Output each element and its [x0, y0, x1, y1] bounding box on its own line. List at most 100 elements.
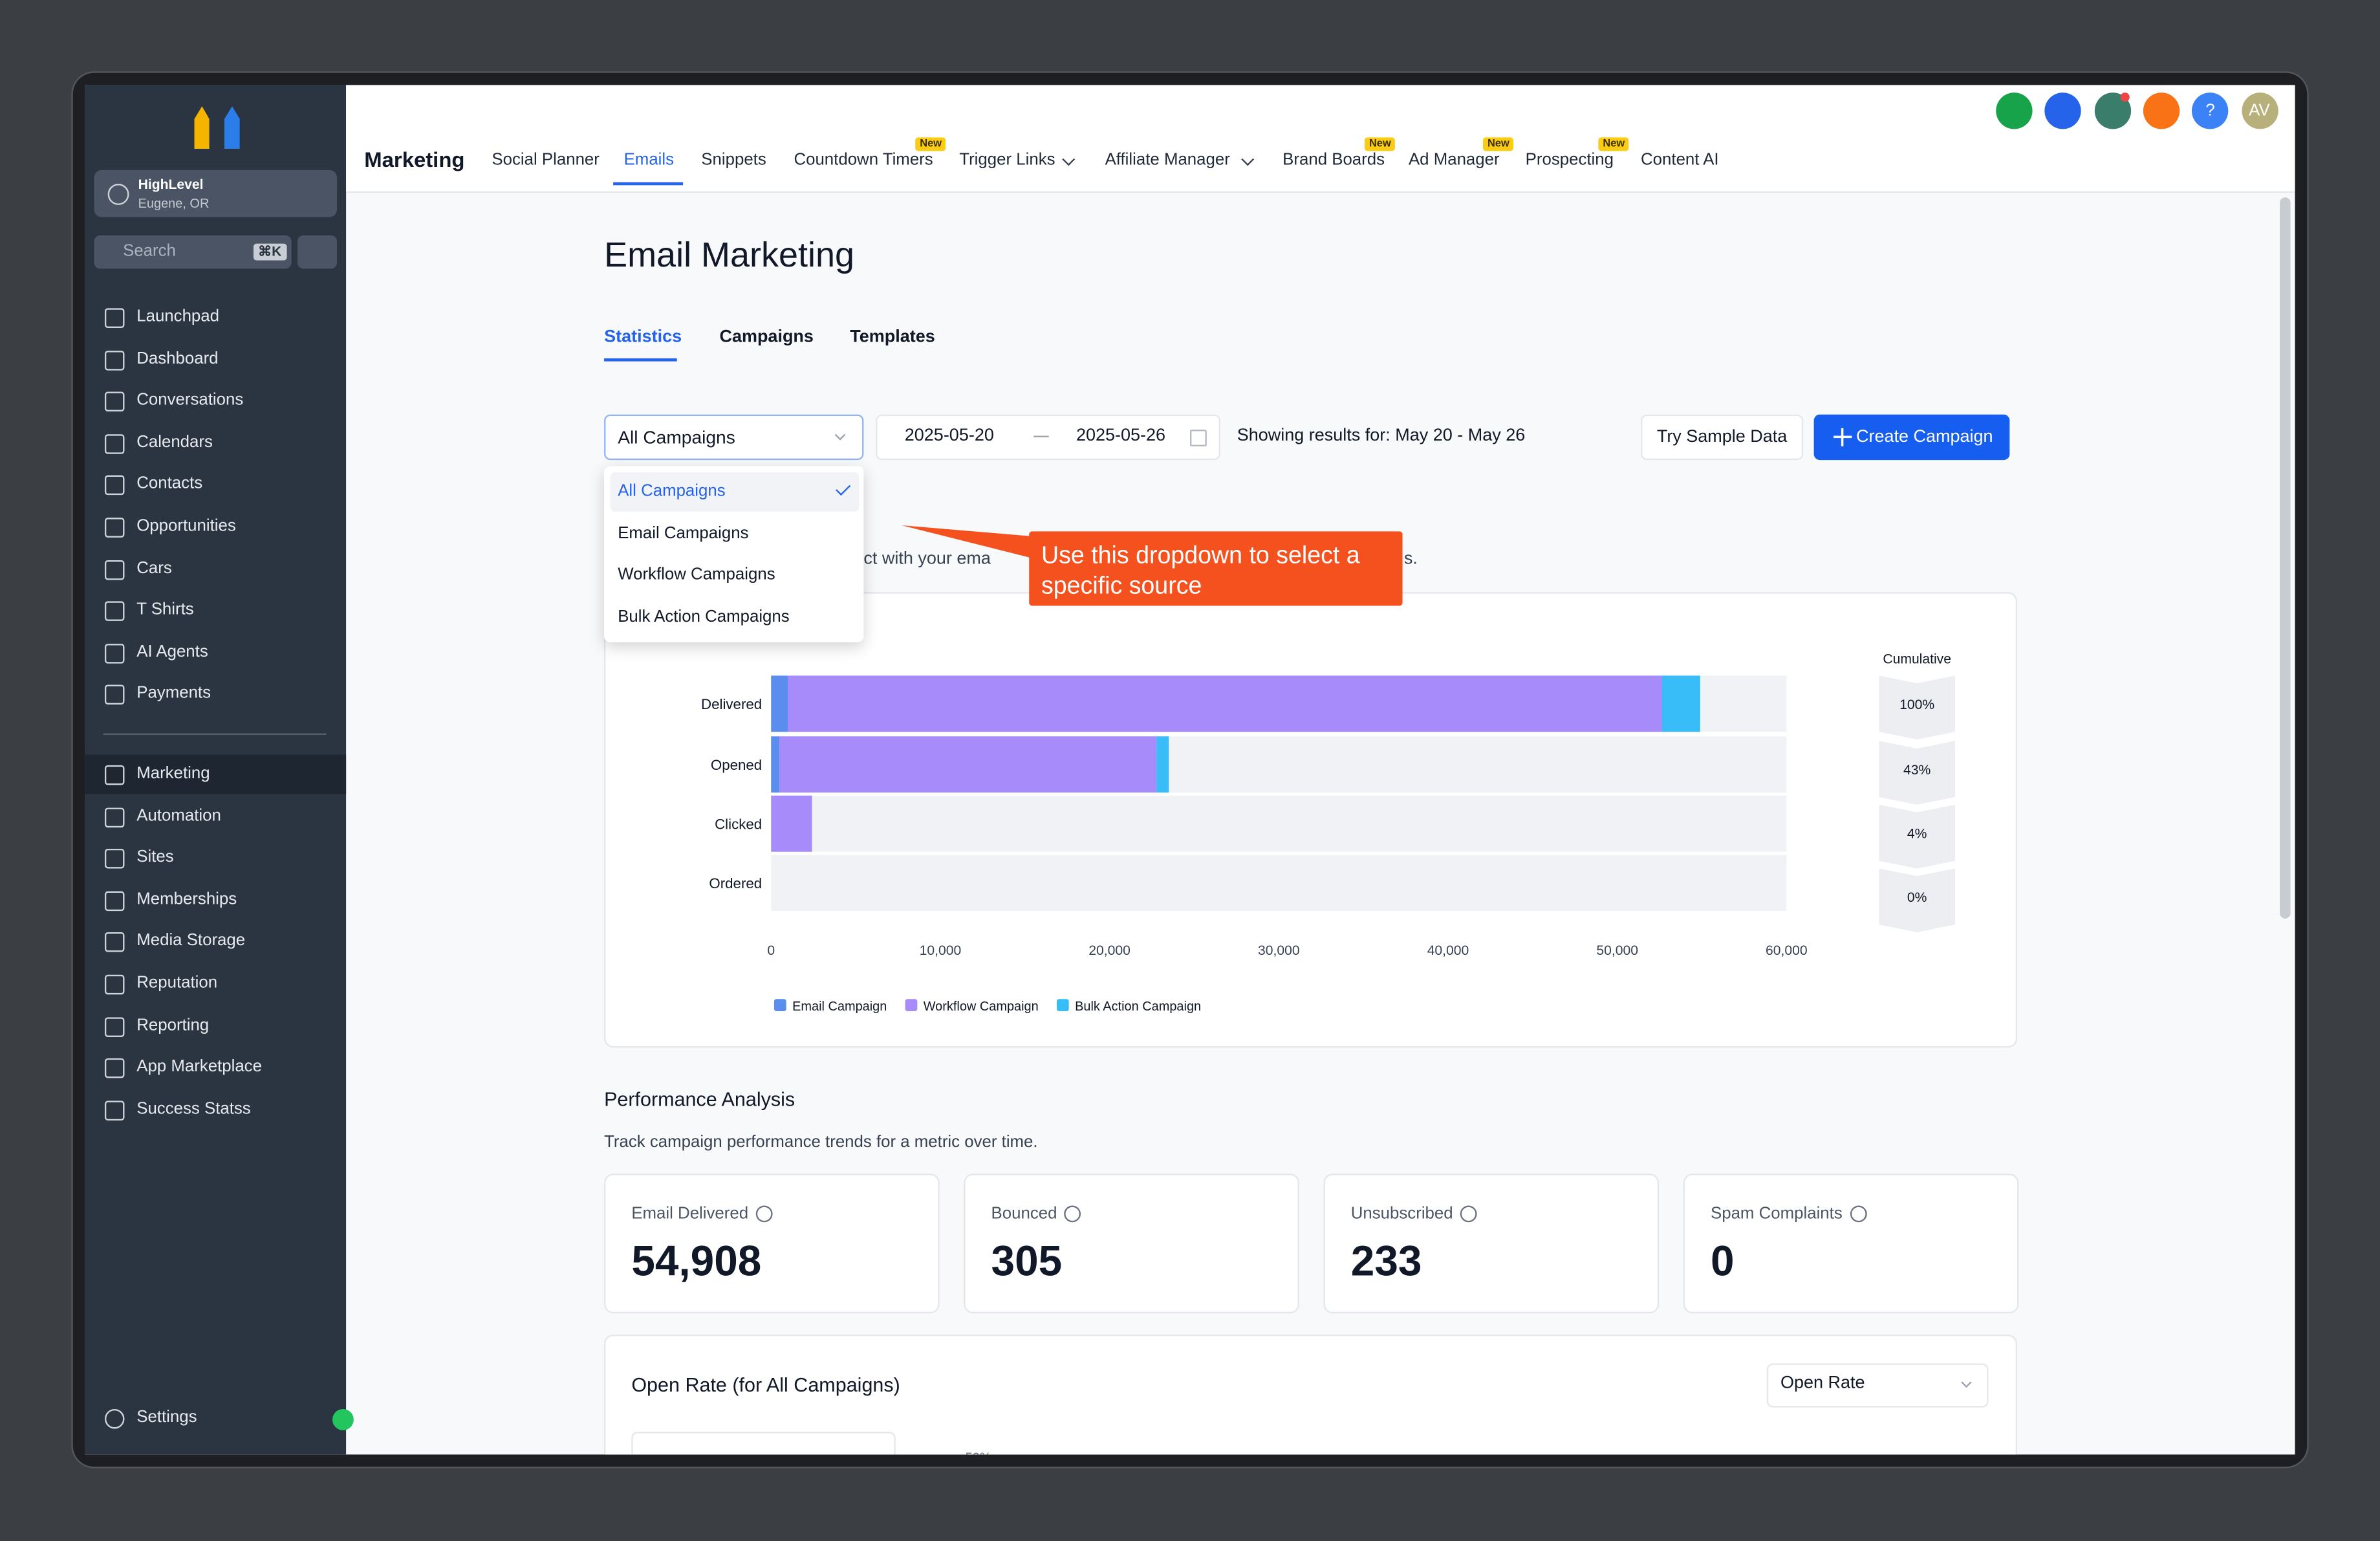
bar-track	[771, 795, 1787, 852]
nav-tab[interactable]: Countdown Timers	[794, 151, 933, 169]
tooltip: Use this dropdown to select a specific s…	[1029, 531, 1403, 606]
cumulative-title: Cumulative	[1883, 652, 1951, 667]
metric-label: Bounced	[991, 1205, 1057, 1223]
metric-value: 305	[991, 1237, 1063, 1285]
account-box[interactable]	[94, 169, 338, 217]
cumulative-chevron	[1879, 868, 1955, 933]
settings-icon	[104, 1408, 125, 1429]
cumulative-label: 4%	[1907, 827, 1927, 842]
date-arrow	[1033, 435, 1049, 437]
nav-item[interactable]: Opportunities	[136, 517, 236, 536]
page-tab[interactable]: Campaigns	[719, 328, 814, 347]
nav-item[interactable]: Calendars	[136, 433, 213, 452]
nav-icon	[104, 974, 125, 995]
x-tick-label: 10,000	[920, 943, 962, 958]
nav-item[interactable]: Memberships	[136, 890, 237, 909]
nav-tab[interactable]: Social Planner	[492, 151, 600, 169]
info-icon	[1460, 1205, 1477, 1223]
plus	[1834, 428, 1852, 447]
date-range[interactable]	[876, 414, 1220, 461]
metric-label: Spam Complaints	[1711, 1205, 1843, 1223]
nav-item[interactable]: AI Agents	[136, 642, 208, 661]
top-icon[interactable]	[1996, 93, 2033, 129]
perf-title: Performance Analysis	[604, 1087, 795, 1111]
x-tick-label: 30,000	[1258, 943, 1300, 958]
settings[interactable]: Settings	[136, 1408, 197, 1426]
nav-tab[interactable]: Prospecting	[1525, 151, 1614, 169]
page-title: Email Marketing	[604, 234, 855, 274]
nav-tab[interactable]: Snippets	[701, 151, 766, 169]
metric-select[interactable]	[1766, 1363, 1989, 1408]
x-tick-label: 50,000	[1596, 943, 1638, 958]
top-icon[interactable]	[2045, 93, 2082, 129]
perf-subtitle: Track campaign performance trends for a …	[604, 1133, 1038, 1152]
top-icon[interactable]: AV	[2241, 93, 2278, 129]
nav-item[interactable]: Success Statss	[136, 1099, 251, 1119]
filter-option[interactable]: All Campaigns	[618, 482, 726, 501]
nav-icon	[104, 643, 125, 664]
nav-icon	[104, 1058, 125, 1078]
x-tick-label: 20,000	[1088, 943, 1130, 958]
top-icon[interactable]	[2143, 93, 2180, 129]
nav-tab[interactable]: Trigger Links	[959, 151, 1055, 169]
nav-tab[interactable]: Affiliate Manager	[1105, 151, 1230, 169]
page-tab[interactable]: Templates	[850, 328, 935, 347]
nav-icon	[104, 560, 125, 580]
filter-select[interactable]	[604, 414, 864, 461]
legend-label: Bulk Action Campaign	[1075, 1000, 1201, 1014]
nav-item[interactable]: Launchpad	[136, 307, 220, 326]
nav-icon	[104, 475, 125, 496]
nav-tab[interactable]: Content AI	[1641, 151, 1719, 169]
nav-icon	[104, 350, 125, 370]
nav-tab[interactable]: Emails	[623, 151, 675, 169]
top-icon[interactable]: ?	[2192, 93, 2229, 129]
quick-action[interactable]	[298, 235, 338, 269]
cumulative-label: 100%	[1899, 697, 1934, 712]
nav-item[interactable]: Contacts	[136, 475, 203, 494]
nav-item[interactable]: Dashboard	[136, 349, 219, 368]
notify-dot	[2120, 93, 2130, 102]
filter-value: All Campaigns	[618, 426, 735, 448]
search-shortcut: ⌘K	[253, 243, 287, 261]
nav-item[interactable]: App Marketplace	[136, 1058, 262, 1077]
bar-segment	[779, 736, 1157, 793]
nav-icon	[104, 1016, 125, 1037]
screen-content: Delivered Opened Clicked Ordered 0 10,000 20,0…	[85, 85, 2295, 1455]
calendar-icon	[1190, 430, 1207, 447]
page-tab[interactable]: Statistics	[604, 328, 682, 347]
showing: Showing results for: May 20 - May 26	[1237, 427, 1526, 446]
info-icon	[1064, 1205, 1081, 1223]
account-location: Eugene, OR	[138, 195, 210, 211]
nav-item[interactable]: Marketing	[136, 764, 210, 783]
collapse[interactable]	[332, 1408, 354, 1430]
option-active	[610, 472, 860, 512]
open-rate-title: Open Rate (for All Campaigns)	[631, 1373, 900, 1397]
nav-item[interactable]: Conversations	[136, 391, 244, 410]
nav-tab[interactable]: Ad Manager	[1408, 151, 1500, 169]
bar-segment	[771, 675, 788, 732]
nav-item[interactable]: Payments	[136, 684, 211, 703]
category-label: Ordered	[709, 875, 762, 891]
nav-item[interactable]: Reputation	[136, 974, 218, 992]
filter-option[interactable]: Email Campaigns	[618, 523, 749, 542]
cumulative-label: 0%	[1907, 890, 1927, 905]
filter-option[interactable]: Workflow Campaigns	[618, 565, 775, 584]
legend-swatch	[1056, 999, 1069, 1012]
nav-item[interactable]: Media Storage	[136, 932, 246, 950]
account-icon	[107, 183, 129, 205]
legend-swatch	[774, 999, 786, 1012]
nav-item[interactable]: Reporting	[136, 1016, 210, 1034]
nav-item[interactable]: Sites	[136, 848, 174, 867]
desc-fragment: ct with your ema	[863, 550, 991, 569]
nav-tab[interactable]: Brand Boards	[1282, 151, 1385, 169]
category-label: Clicked	[715, 816, 762, 832]
filter-option[interactable]: Bulk Action Campaigns	[618, 607, 790, 626]
bar-segment	[771, 736, 780, 793]
try-sample[interactable]: Try Sample Data	[1641, 414, 1804, 461]
date-to: 2025-05-26	[1076, 427, 1166, 446]
nav-item[interactable]: T Shirts	[136, 600, 194, 619]
cumulative-chevron	[1879, 804, 1955, 869]
nav-item[interactable]: Automation	[136, 806, 221, 825]
nav-item[interactable]: Cars	[136, 558, 172, 578]
metric-value: 54,908	[631, 1237, 762, 1285]
